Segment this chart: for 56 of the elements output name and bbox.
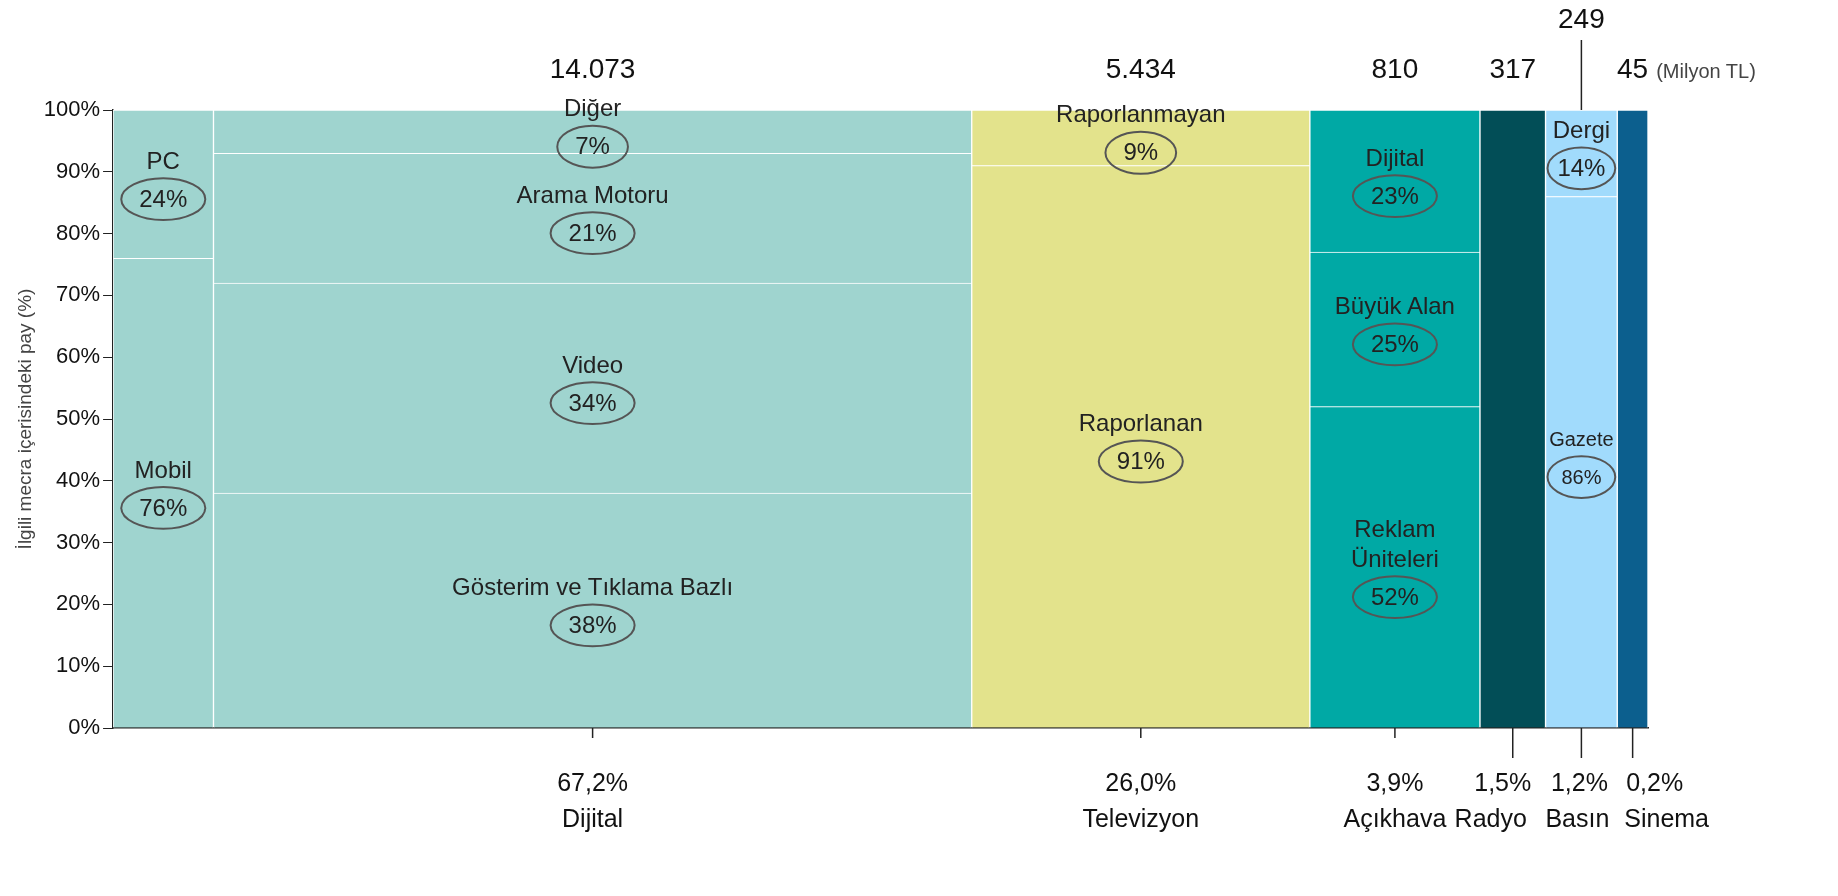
text: 3,9% — [1366, 767, 1424, 796]
data-label: 52% — [1370, 582, 1419, 610]
text: 0,2% — [1626, 767, 1684, 796]
data-label: 38% — [568, 610, 617, 638]
series-label: Arama Motoru — [516, 180, 669, 208]
y-axis-title: İlgili mecra içerisindeki pay (%) — [13, 288, 35, 550]
x-tick-label: Radyo — [1454, 803, 1527, 832]
series-label: Dijital — [1365, 143, 1425, 171]
x-tick-label: Sinema — [1624, 803, 1710, 832]
x-tick-label: Açıkhava — [1343, 803, 1447, 832]
data-label: 86% — [1561, 465, 1602, 488]
series-label: Gösterim ve Tıklama Bazlı — [452, 572, 734, 600]
y-tick-label: 30% — [56, 528, 101, 554]
y-tick-label: 20% — [56, 590, 101, 616]
y-tick-label: 50% — [56, 405, 101, 431]
data-label: 23% — [1370, 181, 1419, 209]
y-tick-label: 100% — [43, 96, 101, 122]
x-tick-label: Basın — [1545, 803, 1610, 832]
series-label: Büyük Alan — [1334, 292, 1455, 320]
data-label: 91% — [1116, 447, 1165, 475]
text: 810 — [1371, 52, 1419, 84]
data-label: 34% — [568, 388, 617, 416]
y-tick-label: 40% — [56, 466, 101, 492]
x-tick-label: Televizyon — [1082, 803, 1200, 832]
x-tick-label: Dijital — [562, 803, 624, 832]
y-tick-label: 70% — [56, 281, 101, 307]
y-tick-label: 0% — [68, 714, 101, 740]
data-label: 25% — [1370, 330, 1419, 358]
text: 249 — [1558, 2, 1605, 34]
data-label: 76% — [139, 493, 188, 521]
data-label: 9% — [1123, 138, 1159, 166]
text: 26,0% — [1105, 767, 1177, 796]
data-label: 24% — [139, 184, 188, 212]
text: 1,2% — [1550, 767, 1608, 796]
text: 317 — [1489, 52, 1537, 84]
series-label: Gazete — [1549, 427, 1614, 450]
series-label: Raporlanan — [1078, 409, 1203, 437]
text: 1,5% — [1474, 767, 1532, 796]
series-label: Video — [562, 350, 624, 378]
series-label: PC — [146, 146, 180, 174]
y-tick-label: 80% — [56, 219, 101, 245]
y-tick-label: 60% — [56, 343, 101, 369]
text: 45 — [1617, 52, 1649, 84]
y-tick-label: 90% — [56, 157, 101, 183]
series-label: Diğer — [563, 94, 622, 122]
data-label: 21% — [568, 218, 617, 246]
series-label: Mobil — [134, 455, 192, 483]
series-label: Dergi — [1552, 115, 1611, 143]
y-tick-label: 10% — [56, 652, 101, 678]
text: 67,2% — [557, 767, 629, 796]
text: 14.073 — [549, 52, 636, 84]
series-label: Reklam Üniteleri — [1350, 514, 1439, 572]
text: 5.434 — [1105, 52, 1176, 84]
data-label: 7% — [575, 132, 610, 160]
data-label: 14% — [1557, 153, 1606, 181]
text: (Milyon TL) — [1656, 59, 1756, 82]
